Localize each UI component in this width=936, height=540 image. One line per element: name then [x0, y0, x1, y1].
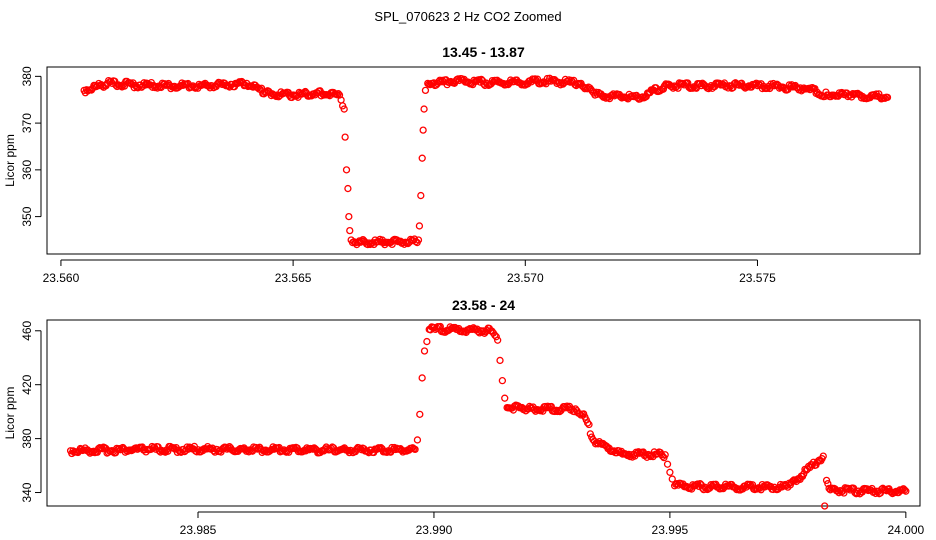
data-point: [898, 486, 906, 494]
data-point: [845, 485, 853, 493]
data-point: [542, 404, 551, 412]
data-series: [80, 74, 892, 249]
data-point: [496, 356, 504, 365]
chart-title: 13.45 - 13.87: [442, 44, 525, 60]
data-point: [420, 347, 429, 355]
x-tick-label: 23.565: [275, 271, 312, 285]
data-point: [492, 333, 500, 341]
data-point: [282, 448, 290, 456]
data-point: [345, 212, 353, 221]
data-point: [668, 475, 676, 483]
data-point: [661, 451, 669, 459]
data-point: [421, 86, 430, 95]
y-tick-label: 380: [20, 66, 34, 86]
data-point: [622, 450, 630, 459]
data-point: [743, 480, 752, 488]
data-point: [418, 374, 426, 382]
data-point: [900, 486, 909, 494]
data-point: [902, 487, 910, 495]
data-point: [666, 468, 674, 476]
data-point: [342, 166, 351, 174]
chart-title: 23.58 - 24: [452, 297, 515, 313]
x-tick-label: 23.990: [416, 523, 453, 537]
plot-frame: [46, 66, 921, 255]
data-point: [717, 485, 725, 493]
x-tick-label: 24.000: [887, 523, 924, 537]
data-point: [416, 410, 424, 418]
data-point: [414, 236, 423, 244]
figure-title: SPL_070623 2 Hz CO2 Zoomed: [374, 9, 562, 24]
chart-panel-1: 13.45 - 13.87 23.560 23.565 23.570 23.575 350…: [3, 44, 921, 285]
data-point: [494, 336, 502, 344]
y-axis-label: Licor ppm: [3, 387, 17, 440]
data-point: [340, 105, 348, 113]
data-point: [822, 476, 831, 485]
data-point: [707, 481, 715, 489]
data-point: [413, 436, 422, 444]
data-point: [417, 191, 425, 200]
data-point: [334, 89, 342, 98]
x-tick-label: 23.995: [652, 523, 689, 537]
data-point: [419, 126, 427, 134]
data-point: [420, 105, 428, 113]
data-point: [584, 419, 592, 427]
data-point: [346, 226, 354, 235]
y-tick-label: 350: [20, 206, 34, 226]
data-point: [531, 75, 539, 83]
data-point: [567, 76, 576, 85]
data-point: [824, 480, 832, 488]
data-point: [663, 460, 672, 468]
x-tick-label: 23.560: [43, 271, 80, 285]
data-point: [351, 239, 359, 247]
y-tick-label: 370: [20, 113, 34, 133]
data-point: [819, 452, 827, 460]
data-point: [415, 222, 424, 230]
data-point: [411, 445, 419, 454]
data-series: [66, 322, 910, 510]
chart-panel-2: 23.58 - 24 23.985 23.990 23.995 24.000 340 380…: [3, 297, 925, 537]
data-point: [821, 502, 829, 510]
data-point: [554, 406, 563, 415]
data-point: [498, 377, 507, 385]
data-point: [423, 337, 431, 346]
x-tick-label: 23.570: [507, 271, 544, 285]
y-tick-label: 420: [20, 374, 34, 394]
data-point: [585, 420, 593, 429]
data-point: [502, 81, 510, 89]
x-tick-label: 23.575: [739, 271, 776, 285]
plot-frame: [46, 319, 921, 507]
y-tick-label: 460: [20, 320, 34, 340]
data-point: [418, 154, 426, 162]
data-point: [883, 93, 892, 102]
y-tick-label: 360: [20, 160, 34, 180]
y-axis-label: Licor ppm: [3, 134, 17, 187]
y-tick-label: 380: [20, 428, 34, 448]
data-point: [344, 184, 352, 193]
data-point: [575, 410, 584, 418]
data-point: [358, 237, 366, 245]
data-point: [501, 394, 509, 402]
y-tick-label: 340: [20, 482, 34, 502]
data-point: [341, 133, 349, 141]
x-tick-label: 23.985: [180, 523, 217, 537]
